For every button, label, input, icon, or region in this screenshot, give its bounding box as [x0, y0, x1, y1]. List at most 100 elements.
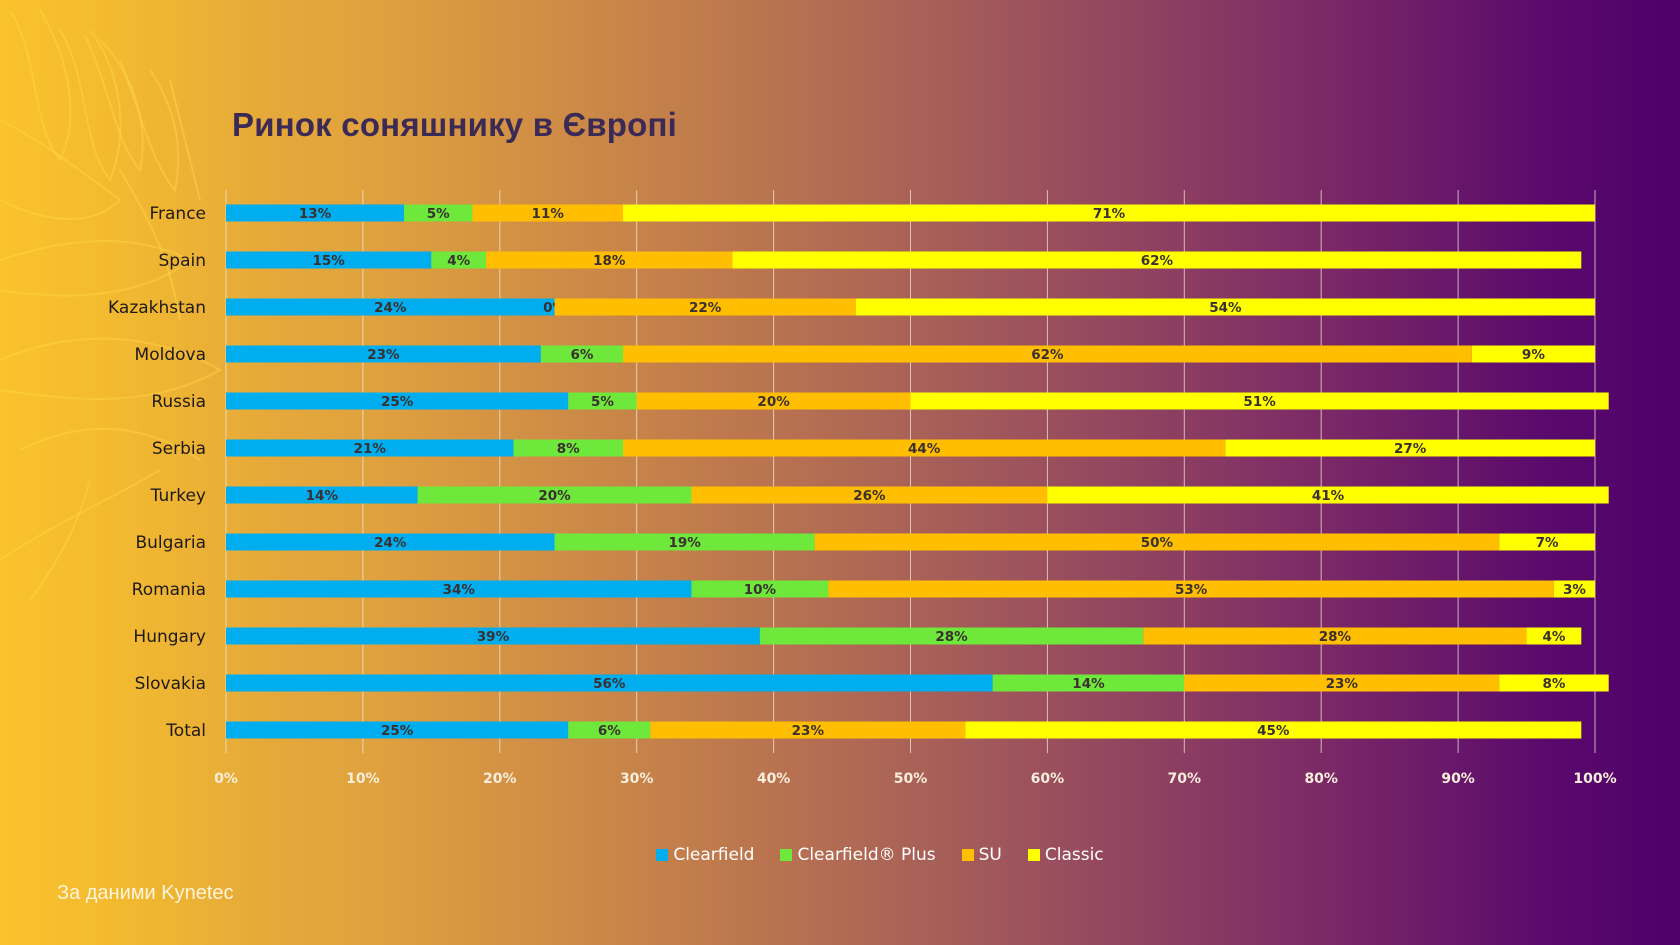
- data-label: 6%: [598, 723, 621, 739]
- data-label: 20%: [757, 394, 790, 410]
- source-footer: За даними Kynetec: [57, 882, 234, 904]
- x-tick-label: 50%: [894, 771, 928, 787]
- bar-segment: [1225, 439, 1595, 457]
- bar-segment: [226, 580, 692, 598]
- bar-segment: [417, 486, 692, 504]
- x-tick-label: 40%: [757, 771, 791, 787]
- bar-segment: [910, 392, 1609, 410]
- category-label: Hungary: [133, 627, 206, 647]
- x-tick-label: 0%: [214, 771, 238, 787]
- data-label: 45%: [1257, 723, 1290, 739]
- x-axis-tick-labels: 0% 10% 20% 30% 40% 50% 60% 70% 80% 90% 100%: [214, 771, 1617, 787]
- data-label: 28%: [1319, 629, 1352, 645]
- bar-segment: [226, 298, 555, 316]
- legend-label: Clearfield® Plus: [797, 845, 936, 865]
- data-label: 24%: [374, 300, 407, 316]
- data-label: 14%: [306, 488, 339, 504]
- bar-segment: [554, 533, 815, 551]
- bars: 13%5%11%71%15%4%18%62%24%0%22%54%23%6%62…: [226, 204, 1609, 739]
- category-labels: France Spain Kazakhstan Moldova Russia Serbia…: [108, 204, 206, 741]
- category-label: Moldova: [135, 345, 206, 365]
- data-label: 51%: [1243, 394, 1276, 410]
- bar-segment: [568, 721, 651, 739]
- data-label: 19%: [668, 535, 701, 551]
- x-tick-label: 80%: [1304, 771, 1338, 787]
- legend-swatch: [1027, 849, 1040, 861]
- legend-swatch: [780, 849, 793, 861]
- data-label: 27%: [1394, 441, 1427, 457]
- data-label: 39%: [477, 629, 510, 645]
- data-label: 50%: [1141, 535, 1174, 551]
- data-label: 23%: [1326, 676, 1359, 692]
- bar-segment: [732, 251, 1582, 269]
- data-label: 23%: [792, 723, 825, 739]
- legend-item: Classic: [1027, 845, 1104, 865]
- bar-segment: [1499, 674, 1609, 692]
- bar-segment: [1184, 674, 1500, 692]
- bar-segment: [226, 392, 569, 410]
- bar-segment: [226, 533, 555, 551]
- bar-segment: [226, 486, 418, 504]
- legend-label: SU: [978, 845, 1002, 865]
- gridlines: [225, 190, 1596, 753]
- bar-segment: [691, 580, 829, 598]
- bar-segment: [226, 204, 404, 222]
- bar-segment: [1499, 533, 1595, 551]
- bar-segment: [226, 439, 514, 457]
- data-label: 71%: [1093, 206, 1126, 222]
- data-label: 6%: [570, 347, 593, 363]
- x-tick-label: 70%: [1168, 771, 1202, 787]
- data-label: 7%: [1536, 535, 1559, 551]
- bar-segment: [691, 486, 1048, 504]
- data-label: 8%: [557, 441, 580, 457]
- bar-segment: [568, 392, 637, 410]
- data-label: 26%: [853, 488, 886, 504]
- bar-segment: [623, 439, 1226, 457]
- category-label: Russia: [151, 392, 206, 412]
- bar-segment: [828, 580, 1554, 598]
- data-label: 18%: [593, 253, 626, 269]
- data-label: 25%: [381, 723, 414, 739]
- data-label: 13%: [299, 206, 332, 222]
- bar-segment: [1553, 580, 1595, 598]
- data-label: 9%: [1522, 347, 1545, 363]
- bar-segment: [814, 533, 1500, 551]
- bar-segment: [486, 251, 733, 269]
- bar-segment: [965, 721, 1582, 739]
- x-tick-label: 20%: [483, 771, 517, 787]
- category-label: Slovakia: [135, 674, 206, 694]
- bar-segment: [759, 627, 1144, 645]
- data-label: 53%: [1175, 582, 1208, 598]
- bar-segment: [650, 721, 966, 739]
- data-label: 56%: [593, 676, 626, 692]
- category-label: France: [149, 204, 206, 224]
- bar-segment: [554, 298, 856, 316]
- bar-segment: [1047, 486, 1609, 504]
- category-label: Spain: [159, 251, 207, 271]
- bar-segment: [472, 204, 624, 222]
- legend-swatch: [961, 849, 974, 861]
- slide-title: Ринок соняшнику в Європі: [232, 106, 677, 143]
- data-label: 34%: [443, 582, 476, 598]
- data-label: 10%: [744, 582, 777, 598]
- x-tick-label: 100%: [1573, 771, 1616, 787]
- category-label: Total: [165, 721, 206, 741]
- bar-segment: [226, 674, 993, 692]
- data-label: 24%: [374, 535, 407, 551]
- bar-segment: [226, 721, 569, 739]
- data-label: 4%: [447, 253, 470, 269]
- bar-segment: [623, 345, 1472, 363]
- legend-item: SU: [961, 845, 1002, 865]
- bar-segment: [1526, 627, 1582, 645]
- category-label: Serbia: [152, 439, 206, 459]
- data-label: 8%: [1542, 676, 1565, 692]
- bar-segment: [855, 298, 1595, 316]
- data-label: 5%: [427, 206, 450, 222]
- bar-segment: [623, 204, 1595, 222]
- data-label: 4%: [1542, 629, 1565, 645]
- data-label: 21%: [354, 441, 387, 457]
- x-tick-label: 60%: [1031, 771, 1065, 787]
- category-label: Romania: [132, 580, 206, 600]
- data-label: 28%: [935, 629, 968, 645]
